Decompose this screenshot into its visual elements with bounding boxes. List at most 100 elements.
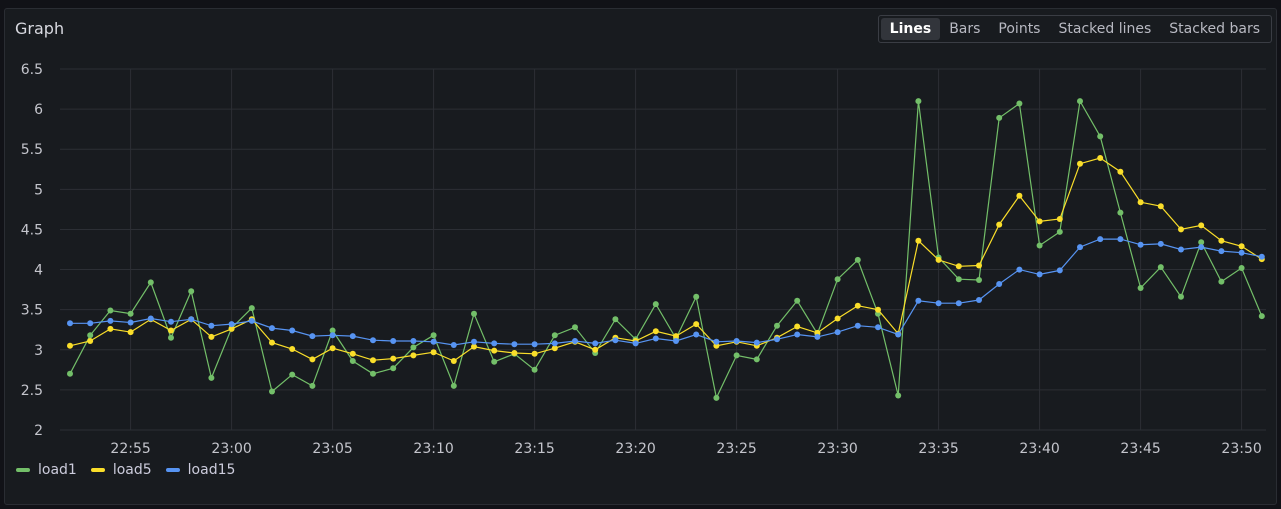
mode-lines-button[interactable]: Lines: [880, 18, 941, 40]
data-point-load5: [430, 349, 437, 356]
data-point-load15: [471, 338, 477, 345]
data-point-load15: [955, 300, 962, 307]
data-point-load15: [1117, 236, 1124, 243]
data-point-load15: [208, 322, 215, 329]
data-point-load1: [1117, 209, 1124, 216]
data-point-load1: [915, 98, 922, 105]
data-point-load5: [794, 323, 801, 330]
data-point-load15: [976, 297, 982, 303]
data-point-load15: [531, 341, 538, 348]
y-tick-label: 5: [34, 182, 43, 198]
data-point-load1: [289, 371, 296, 378]
legend-item-load5[interactable]: load5: [90, 462, 152, 478]
data-point-load15: [1157, 240, 1164, 247]
data-point-load15: [147, 315, 154, 322]
series-line-load5: [69, 157, 1263, 362]
y-tick-label: 3.5: [21, 303, 43, 319]
data-point-load5: [1016, 192, 1023, 199]
data-point-load1: [349, 358, 356, 364]
data-point-load5: [329, 345, 336, 352]
mode-bars-button[interactable]: Bars: [949, 21, 981, 37]
data-point-load15: [289, 327, 296, 334]
data-point-load1: [693, 293, 700, 300]
data-point-load5: [1077, 160, 1083, 167]
data-point-load1: [370, 370, 376, 377]
x-tick-label: 23:05: [312, 441, 352, 457]
series-load1: [67, 98, 1265, 401]
data-point-load1: [147, 279, 154, 286]
data-point-load5: [854, 302, 861, 309]
data-point-load15: [1097, 236, 1104, 243]
data-point-load1: [531, 366, 538, 373]
data-point-load1: [450, 382, 457, 389]
data-point-load15: [228, 321, 235, 328]
data-point-load15: [794, 331, 801, 338]
data-point-load5: [996, 221, 1003, 228]
data-point-load15: [168, 318, 174, 325]
legend-label-load5: load5: [112, 462, 152, 478]
data-point-load5: [1036, 218, 1043, 225]
data-point-load5: [349, 350, 356, 357]
data-point-load1: [491, 358, 498, 365]
data-point-load5: [834, 315, 841, 322]
y-tick-label: 6: [34, 102, 43, 118]
x-tick-label: 23:50: [1221, 441, 1261, 457]
y-tick-label: 4.5: [21, 222, 43, 238]
data-point-load5: [491, 347, 498, 354]
x-tick-label: 23:35: [918, 441, 958, 457]
data-point-load15: [774, 336, 780, 343]
data-point-load5: [935, 256, 942, 263]
x-tick-label: 23:00: [211, 441, 251, 457]
data-point-load5: [1157, 203, 1164, 210]
data-point-load5: [309, 356, 316, 363]
data-point-load1: [329, 327, 336, 334]
legend-item-load15[interactable]: load15: [165, 462, 235, 478]
mode-stacked-lines-button[interactable]: Stacked lines: [1058, 21, 1152, 37]
x-tick-label: 23:15: [514, 441, 554, 457]
data-point-load15: [370, 337, 376, 344]
data-point-load1: [248, 305, 255, 312]
data-point-load5: [208, 333, 215, 340]
x-tick-label: 23:10: [413, 441, 453, 457]
data-point-load1: [1258, 313, 1265, 320]
data-point-load1: [188, 288, 195, 295]
data-point-load1: [1137, 285, 1144, 291]
legend-swatch-load5: [90, 468, 105, 472]
data-point-load1: [996, 114, 1003, 121]
y-tick-label: 4: [34, 263, 43, 279]
legend-item-load1[interactable]: load1: [16, 462, 77, 478]
data-point-load5: [471, 343, 477, 350]
data-point-load15: [935, 300, 942, 307]
y-tick-label: 2: [34, 423, 43, 439]
data-point-load1: [551, 332, 558, 339]
data-point-load5: [915, 237, 922, 244]
data-point-load15: [1178, 246, 1184, 253]
data-point-load15: [875, 324, 881, 331]
data-point-load5: [269, 339, 275, 346]
data-point-load1: [854, 256, 861, 263]
x-tick-label: 23:20: [615, 441, 655, 457]
data-point-load1: [168, 334, 174, 341]
data-point-load15: [693, 331, 700, 338]
data-point-load5: [875, 306, 881, 313]
data-point-load15: [1218, 248, 1225, 255]
display-mode-selector: Lines Bars Points Stacked lines Stacked …: [877, 15, 1272, 43]
data-point-load1: [1178, 293, 1184, 300]
data-point-load15: [673, 338, 679, 344]
mode-points-button[interactable]: Points: [998, 21, 1041, 37]
y-tick-label: 5.5: [21, 142, 43, 158]
data-point-load5: [976, 262, 982, 269]
data-point-load1: [127, 310, 134, 317]
data-point-load15: [1198, 244, 1205, 251]
mode-stacked-bars-button[interactable]: Stacked bars: [1169, 21, 1260, 37]
data-point-load15: [87, 320, 94, 327]
x-tick-label: 23:40: [1019, 441, 1059, 457]
data-point-load5: [592, 346, 599, 353]
legend-swatch-load1: [16, 468, 30, 472]
data-point-load15: [612, 337, 619, 344]
data-point-load1: [430, 332, 437, 339]
data-point-load15: [1238, 249, 1245, 256]
data-point-load5: [87, 338, 94, 344]
x-tick-label: 23:45: [1120, 441, 1160, 457]
